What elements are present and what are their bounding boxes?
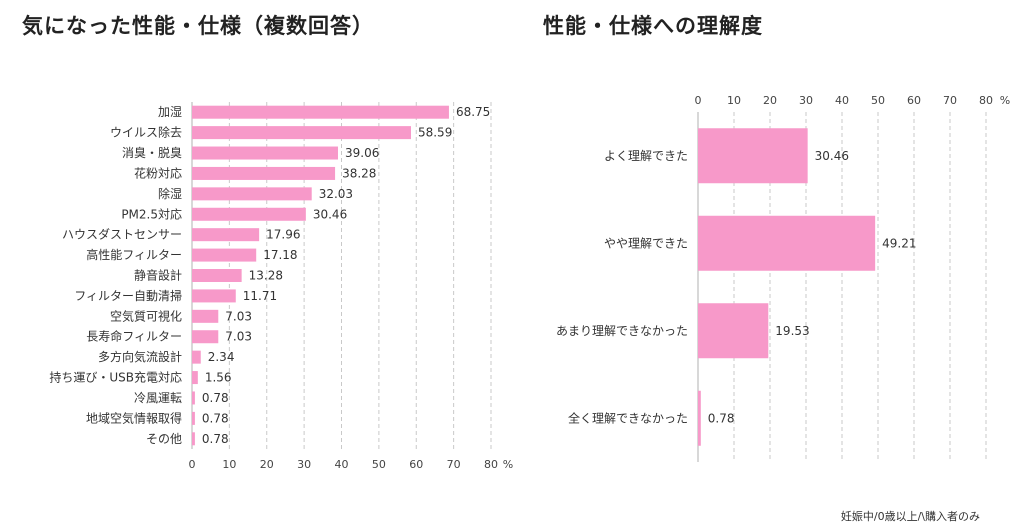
x-unit-label: % <box>503 458 513 471</box>
category-label: PM2.5対応 <box>121 207 182 221</box>
data-label: 17.18 <box>263 248 297 262</box>
bar <box>192 432 195 446</box>
x-tick-label: 10 <box>727 94 741 107</box>
bar <box>192 330 219 344</box>
category-label: やや理解できた <box>604 236 688 250</box>
data-label: 58.59 <box>418 126 452 140</box>
data-label: 68.75 <box>456 105 490 119</box>
category-label: 高性能フィルター <box>86 247 182 262</box>
category-label: 全く理解できなかった <box>568 410 688 425</box>
x-unit-label: % <box>1000 94 1010 107</box>
bar <box>698 390 701 446</box>
x-tick-label: 20 <box>260 458 274 471</box>
bar <box>192 391 195 405</box>
data-label: 7.03 <box>225 330 252 344</box>
category-label: あまり理解できなかった <box>556 324 688 338</box>
x-tick-label: 60 <box>907 94 921 107</box>
x-tick-label: 10 <box>222 458 236 471</box>
x-tick-label: 70 <box>447 458 461 471</box>
category-label: 多方向気流設計 <box>98 349 182 364</box>
data-label: 7.03 <box>225 309 252 323</box>
category-label: 持ち運び・USB充電対応 <box>49 370 182 385</box>
data-label: 0.78 <box>202 411 229 425</box>
x-tick-label: 20 <box>763 94 777 107</box>
category-label: 除湿 <box>158 186 182 201</box>
category-label: 消臭・脱臭 <box>122 145 182 160</box>
data-label: 38.28 <box>342 166 376 180</box>
left-chart-title: 気になった性能・仕様（複数回答） <box>22 14 374 38</box>
bar <box>192 228 260 242</box>
data-label: 30.46 <box>313 207 347 221</box>
bar <box>698 128 808 184</box>
x-tick-label: 80 <box>979 94 993 107</box>
x-tick-label: 0 <box>189 458 196 471</box>
x-tick-label: 30 <box>297 458 311 471</box>
data-label: 0.78 <box>708 411 735 425</box>
bar <box>192 309 219 323</box>
category-label: フィルター自動清掃 <box>74 288 182 303</box>
data-label: 30.46 <box>815 149 849 163</box>
x-tick-label: 0 <box>695 94 702 107</box>
data-label: 1.56 <box>205 371 232 385</box>
data-label: 17.96 <box>266 228 300 242</box>
data-label: 32.03 <box>319 187 353 201</box>
bar <box>192 371 198 385</box>
category-label: ウイルス除去 <box>110 125 182 140</box>
x-tick-label: 70 <box>943 94 957 107</box>
right-chart-title: 性能・仕様への理解度 <box>543 14 763 38</box>
data-label: 2.34 <box>208 350 235 364</box>
data-label: 0.78 <box>202 432 229 446</box>
bar <box>192 187 312 201</box>
bar <box>192 126 411 140</box>
bar <box>192 105 449 119</box>
category-label: 長寿命フィルター <box>86 329 182 344</box>
x-tick-label: 40 <box>335 458 349 471</box>
data-label: 49.21 <box>882 236 916 250</box>
bar <box>192 289 236 303</box>
bar <box>698 303 769 359</box>
category-label: その他 <box>146 432 182 446</box>
data-label: 0.78 <box>202 391 229 405</box>
bar <box>192 411 195 425</box>
data-label: 11.71 <box>243 289 277 303</box>
category-label: よく理解できた <box>604 149 688 163</box>
category-label: 加湿 <box>158 104 182 119</box>
data-label: 39.06 <box>345 146 379 160</box>
x-tick-label: 40 <box>835 94 849 107</box>
bar <box>192 269 242 282</box>
data-label: 19.53 <box>775 324 809 338</box>
category-label: 静音設計 <box>134 268 182 283</box>
bar <box>192 166 336 180</box>
bar <box>192 207 306 221</box>
bar <box>698 215 876 271</box>
bar <box>192 350 201 364</box>
category-label: 冷風運転 <box>134 391 182 405</box>
x-tick-label: 50 <box>372 458 386 471</box>
footnote: 妊娠中/0歳以上/\購入者のみ <box>840 510 980 523</box>
x-tick-label: 80 <box>484 458 498 471</box>
bar <box>192 248 257 262</box>
x-tick-label: 30 <box>799 94 813 107</box>
category-label: 地域空気情報取得 <box>86 410 182 425</box>
bar <box>192 146 338 160</box>
x-tick-label: 60 <box>409 458 423 471</box>
category-label: 花粉対応 <box>134 165 182 180</box>
data-label: 13.28 <box>249 269 283 283</box>
x-tick-label: 50 <box>871 94 885 107</box>
category-label: 空気質可視化 <box>110 308 182 323</box>
category-label: ハウスダストセンサー <box>62 227 182 242</box>
